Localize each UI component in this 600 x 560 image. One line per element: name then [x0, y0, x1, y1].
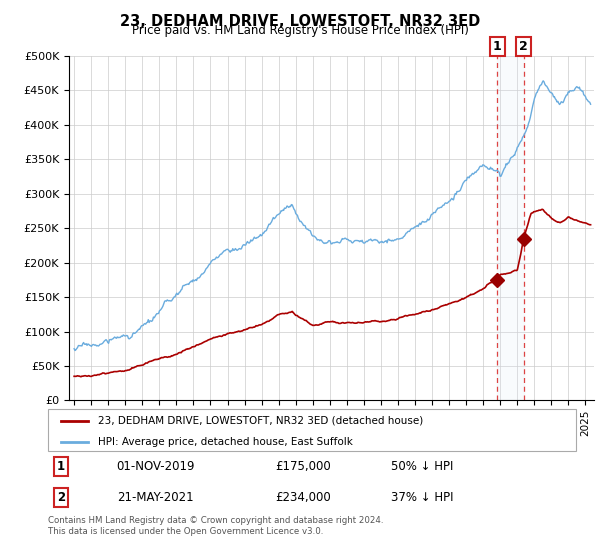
Text: 21-MAY-2021: 21-MAY-2021	[116, 491, 193, 504]
Bar	[497, 56, 524, 400]
Text: 37% ↓ HPI: 37% ↓ HPI	[391, 491, 454, 504]
Text: 23, DEDHAM DRIVE, LOWESTOFT, NR32 3ED (detached house): 23, DEDHAM DRIVE, LOWESTOFT, NR32 3ED (d…	[98, 416, 424, 426]
Text: 01-NOV-2019: 01-NOV-2019	[116, 460, 195, 473]
Text: 1: 1	[57, 460, 65, 473]
FancyBboxPatch shape	[48, 409, 576, 451]
Text: HPI: Average price, detached house, East Suffolk: HPI: Average price, detached house, East…	[98, 437, 353, 446]
Text: £175,000: £175,000	[275, 460, 331, 473]
Text: Contains HM Land Registry data © Crown copyright and database right 2024.
This d: Contains HM Land Registry data © Crown c…	[48, 516, 383, 536]
Text: 2: 2	[520, 40, 528, 53]
Text: 23, DEDHAM DRIVE, LOWESTOFT, NR32 3ED: 23, DEDHAM DRIVE, LOWESTOFT, NR32 3ED	[120, 14, 480, 29]
Text: 2: 2	[57, 491, 65, 504]
Text: Price paid vs. HM Land Registry's House Price Index (HPI): Price paid vs. HM Land Registry's House …	[131, 24, 469, 37]
Text: £234,000: £234,000	[275, 491, 331, 504]
Text: 50% ↓ HPI: 50% ↓ HPI	[391, 460, 454, 473]
Text: 1: 1	[493, 40, 502, 53]
